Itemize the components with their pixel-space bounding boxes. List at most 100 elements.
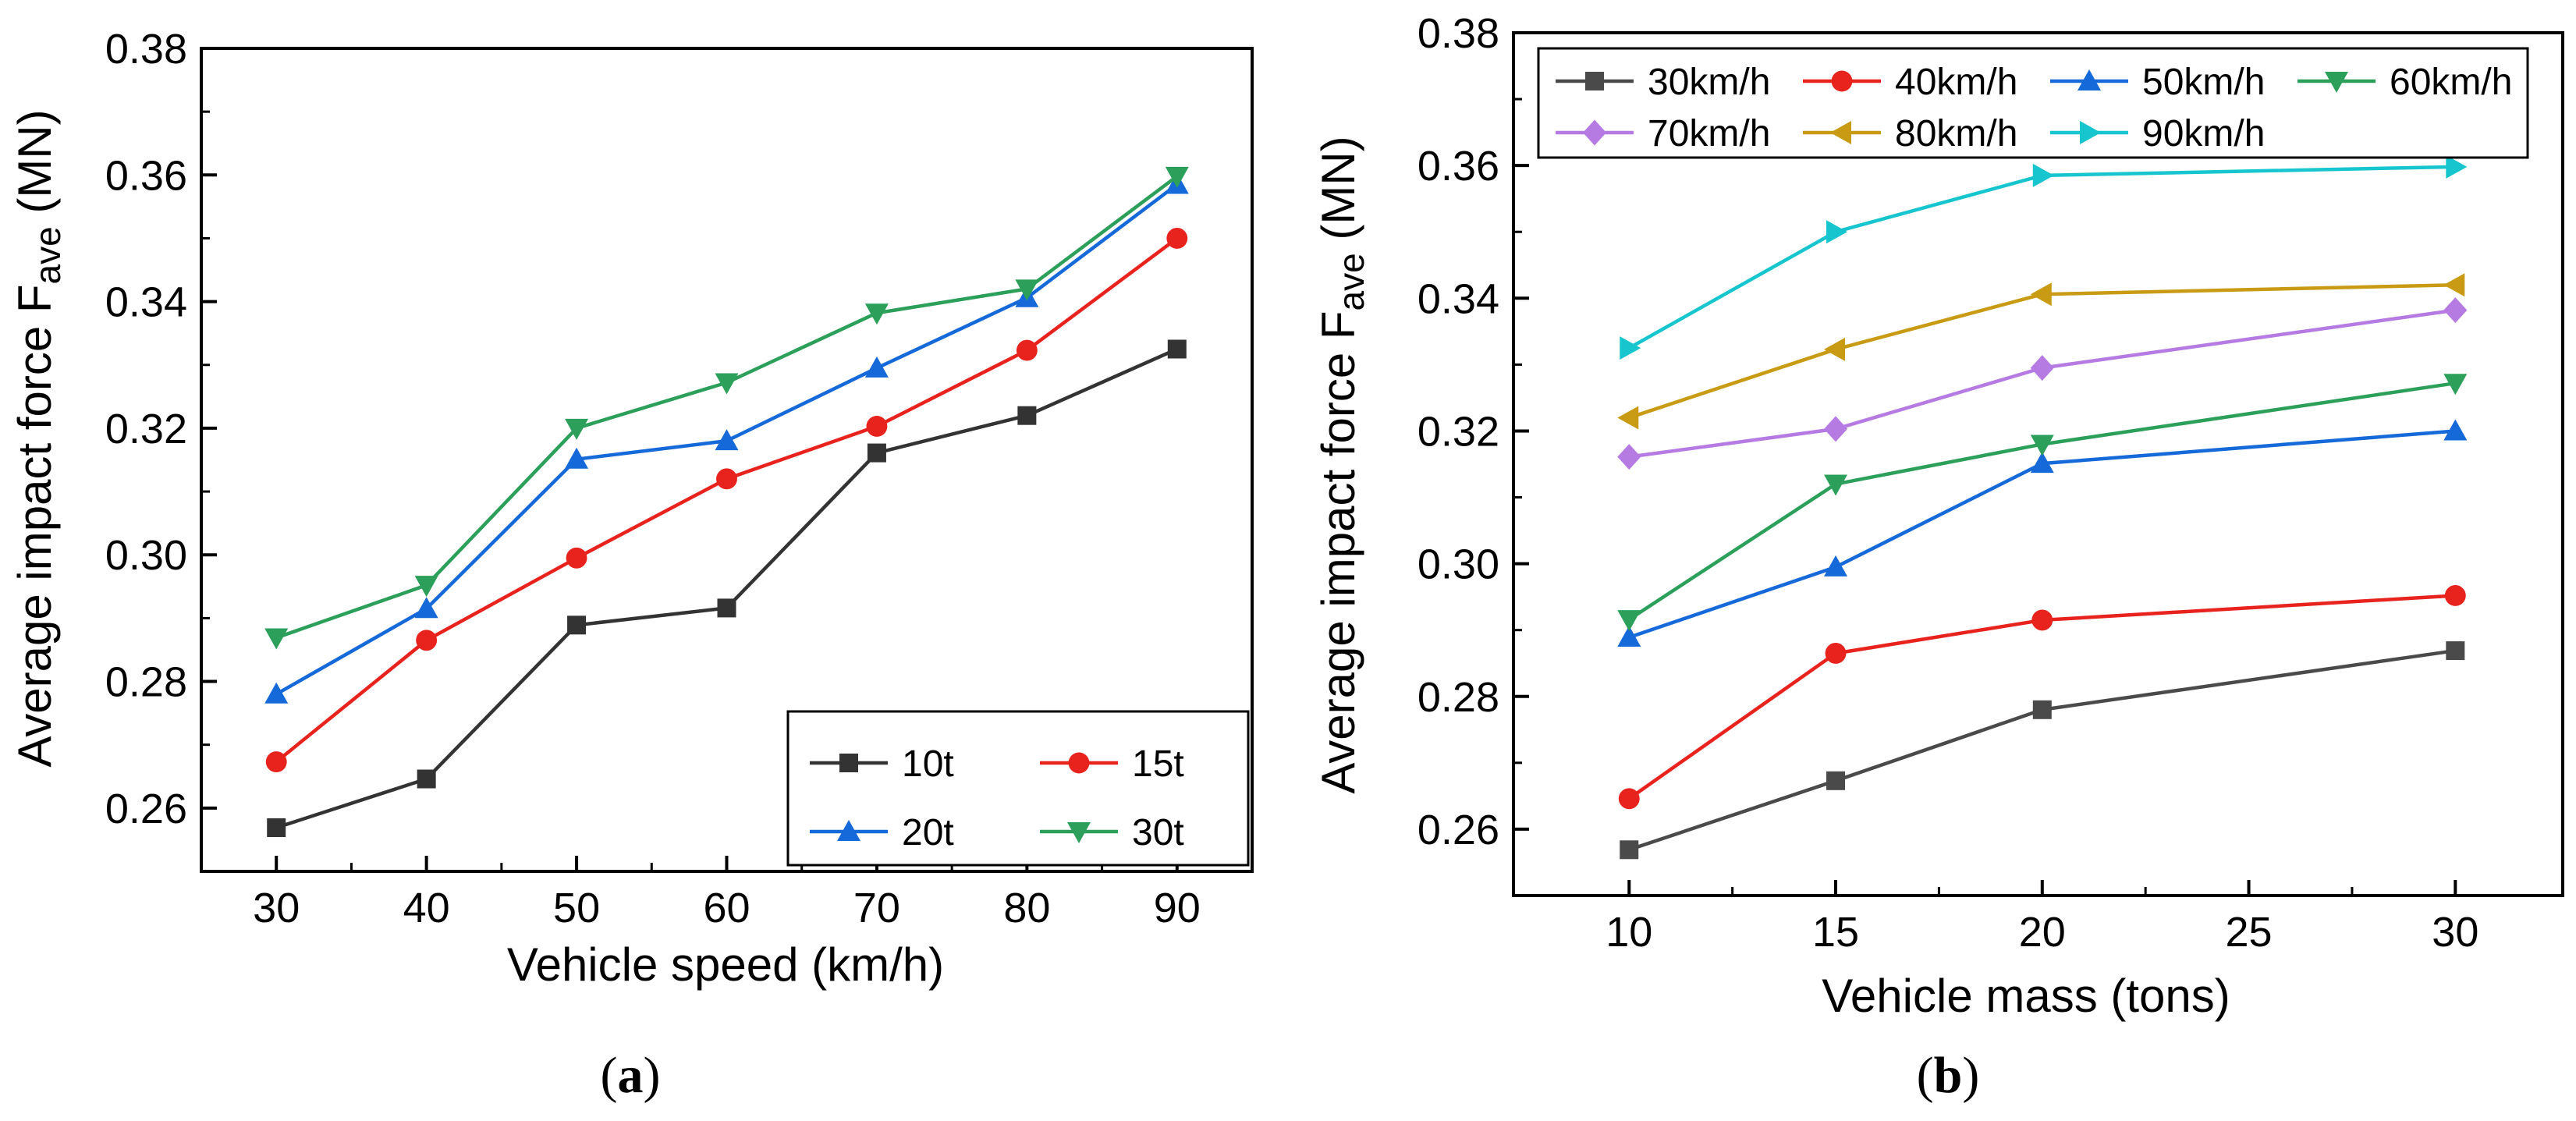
- data-point: [2443, 297, 2468, 324]
- series-b-70km/h: [1617, 297, 2468, 470]
- series-a-10t: [267, 339, 1187, 838]
- y-tick-label: 0.26: [105, 786, 187, 832]
- data-point: [1618, 788, 1640, 810]
- y-tick-label: 0.32: [105, 406, 187, 452]
- data-point: [1826, 771, 1846, 790]
- legend-marker: [1831, 70, 1853, 92]
- x-tick-label: 70: [853, 885, 900, 931]
- panel-caption-letter-a: a: [618, 1047, 644, 1104]
- x-tick-label: 30: [2432, 909, 2478, 956]
- series-a-15t: [265, 228, 1188, 773]
- legend-marker: [837, 820, 860, 841]
- legend-label: 90km/h: [2142, 113, 2265, 154]
- y-tick-label: 0.36: [1418, 143, 1499, 190]
- legend-label: 70km/h: [1648, 113, 1770, 154]
- data-point: [1824, 474, 1848, 496]
- data-point: [414, 576, 438, 598]
- y-tick-label: 0.36: [105, 152, 187, 199]
- data-point: [2032, 700, 2052, 719]
- legend-item: 30t: [1040, 812, 1184, 853]
- data-point: [1166, 228, 1188, 249]
- series-b-60km/h: [1617, 374, 2468, 632]
- legend-marker: [1583, 119, 1606, 146]
- data-point: [2443, 419, 2468, 441]
- legend-item: 30km/h: [1556, 62, 1770, 103]
- series-b-90km/h: [1620, 154, 2468, 360]
- data-point: [1620, 840, 1639, 860]
- series-b-80km/h: [1617, 273, 2465, 430]
- x-tick-label: 50: [553, 885, 600, 931]
- x-tick-label: 80: [1003, 885, 1050, 931]
- y-tick-label: 0.38: [1418, 10, 1499, 57]
- panel-caption-letter-b: b: [1934, 1047, 1963, 1104]
- data-point: [414, 597, 438, 619]
- data-point: [2030, 282, 2052, 307]
- series-b-30km/h: [1620, 641, 2465, 860]
- x-tick-label: 20: [2019, 909, 2066, 956]
- chart-panel-a: 30 40 50 60 70 80 90 0.26 0.28 0.30 0.32 0.34 0.36 0.…: [9, 26, 1254, 1104]
- data-point: [715, 429, 739, 451]
- data-point: [715, 373, 739, 395]
- y-tick-label: 0.30: [105, 532, 187, 579]
- y-tick-label: 0.26: [1418, 807, 1499, 853]
- legend-marker: [1830, 121, 1851, 144]
- x-tick-label: 60: [703, 885, 750, 931]
- y-tick-label: 0.34: [105, 279, 187, 326]
- x-tick-label: 30: [253, 885, 300, 931]
- y-axis-label-a: Average impact force Fave (MN): [9, 109, 68, 767]
- panel-caption-b: (b): [1917, 1047, 1980, 1104]
- y-tick-label: 0.28: [1418, 674, 1499, 721]
- data-point: [1824, 555, 1848, 576]
- panel-caption-a: (a): [601, 1047, 661, 1104]
- data-point: [264, 628, 289, 650]
- legend-marker: [1067, 822, 1091, 843]
- data-point: [1617, 406, 1639, 430]
- data-point: [867, 443, 886, 463]
- x-tick-label: 10: [1606, 909, 1652, 956]
- legend-item: 20t: [810, 812, 954, 853]
- data-point: [2032, 163, 2054, 187]
- data-point: [864, 303, 889, 325]
- series-line: [1628, 308, 2456, 459]
- legend-item: 90km/h: [2050, 113, 2265, 154]
- data-point: [2030, 355, 2054, 381]
- data-point: [2031, 609, 2053, 631]
- data-point: [1617, 610, 1641, 632]
- legend-item: 10t: [810, 743, 954, 785]
- data-point: [717, 598, 736, 618]
- data-point: [2030, 452, 2054, 474]
- legend-label: 15t: [1132, 743, 1184, 785]
- data-point: [1824, 416, 1848, 442]
- legend-item: 50km/h: [2050, 62, 2265, 103]
- y-axis-label-b: Average impact force Fave (MN): [1312, 136, 1371, 793]
- y-axis-label-sub-a: ave: [27, 226, 68, 284]
- legend-label: 80km/h: [1895, 113, 2017, 154]
- data-point: [1825, 643, 1847, 664]
- data-point: [716, 468, 737, 490]
- legend-item: 80km/h: [1803, 113, 2017, 154]
- legend-item: 70km/h: [1556, 113, 1770, 154]
- y-tick-label: 0.34: [1418, 275, 1499, 322]
- x-tick-label: 90: [1154, 885, 1201, 931]
- y-axis-label-unit-b: (MN): [1312, 136, 1364, 253]
- y-tick-label: 0.28: [105, 659, 187, 706]
- y-axis-label-unit-a: (MN): [9, 109, 61, 226]
- data-point: [1167, 339, 1187, 359]
- series-a-20t: [264, 172, 1189, 704]
- y-axis-label-main-b: Average impact force F: [1312, 310, 1364, 793]
- chart-panel-b: 10 15 20 25 30 0.26 0.28 0.30 0.32 0.34 0.36 0.38 3…: [1312, 10, 2564, 1104]
- x-axis-label-a: Vehicle speed (km/h): [507, 938, 944, 991]
- data-point: [866, 416, 888, 437]
- series-line: [1628, 429, 2456, 640]
- y-axis-label-sub-b: ave: [1331, 253, 1371, 310]
- plot-frame-b: [1512, 31, 2564, 897]
- legend-label: 10t: [902, 743, 954, 785]
- legend-label: 30km/h: [1648, 62, 1770, 103]
- data-point: [2030, 435, 2054, 456]
- y-axis-label-main-a: Average impact force F: [9, 284, 61, 767]
- legend-item: 40km/h: [1803, 62, 2017, 103]
- data-point: [2443, 273, 2465, 297]
- series-line: [1628, 165, 2456, 350]
- data-point: [1017, 406, 1037, 425]
- x-tick-label: 15: [1812, 909, 1859, 956]
